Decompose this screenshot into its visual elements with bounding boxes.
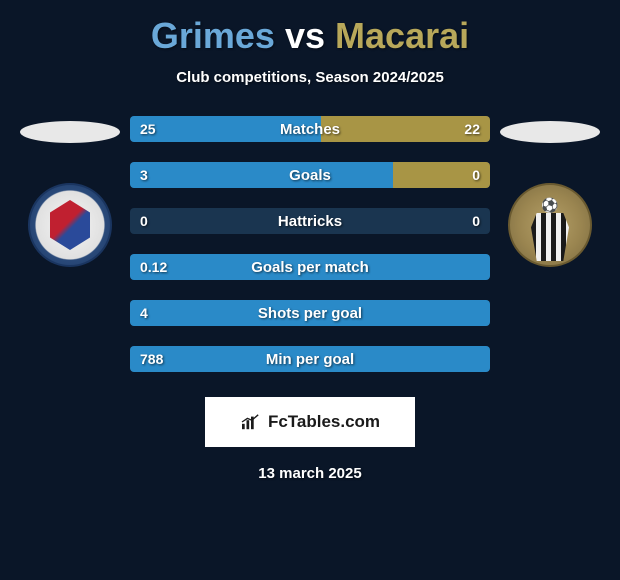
- stat-label: Matches: [130, 116, 490, 142]
- stat-label: Shots per goal: [130, 300, 490, 326]
- stat-row: 3Goals0: [130, 162, 490, 188]
- stat-label: Goals: [130, 162, 490, 188]
- stat-row: 0Hattricks0: [130, 208, 490, 234]
- left-club-badge: [28, 183, 112, 267]
- stat-label: Hattricks: [130, 208, 490, 234]
- stat-value-right: 22: [464, 116, 480, 142]
- subtitle: Club competitions, Season 2024/2025: [176, 69, 444, 86]
- left-column: [20, 116, 120, 267]
- left-ellipse: [20, 121, 120, 143]
- stat-label: Goals per match: [130, 254, 490, 280]
- stat-label: Min per goal: [130, 346, 490, 372]
- date: 13 march 2025: [258, 465, 361, 482]
- stat-row: 788Min per goal: [130, 346, 490, 372]
- stat-row: 25Matches22: [130, 116, 490, 142]
- chart-icon: [240, 413, 262, 431]
- right-club-badge: [508, 183, 592, 267]
- brand-text: FcTables.com: [268, 412, 380, 432]
- stat-bars: 25Matches223Goals00Hattricks00.12Goals p…: [130, 116, 490, 372]
- stat-value-right: 0: [472, 162, 480, 188]
- right-ellipse: [500, 121, 600, 143]
- stat-row: 0.12Goals per match: [130, 254, 490, 280]
- attribution-box: FcTables.com: [205, 397, 415, 447]
- comparison-infographic: Grimes vs Macarai Club competitions, Sea…: [0, 0, 620, 492]
- stat-row: 4Shots per goal: [130, 300, 490, 326]
- page-title: Grimes vs Macarai: [151, 15, 469, 57]
- right-column: [500, 116, 600, 267]
- title-player2: Macarai: [335, 15, 469, 56]
- title-vs: vs: [285, 15, 325, 56]
- title-player1: Grimes: [151, 15, 275, 56]
- main-area: 25Matches223Goals00Hattricks00.12Goals p…: [0, 116, 620, 372]
- stat-value-right: 0: [472, 208, 480, 234]
